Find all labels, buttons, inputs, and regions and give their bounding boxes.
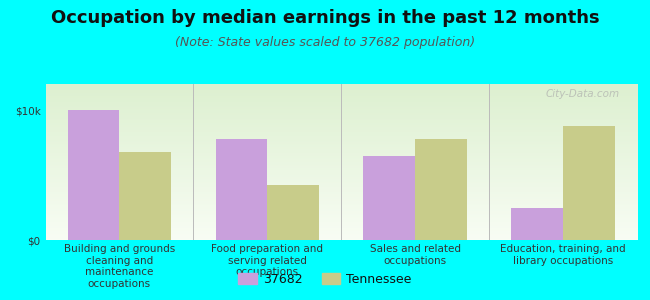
Bar (216, 139, 267, 240)
Text: Occupation by median earnings in the past 12 months: Occupation by median earnings in the pas… (51, 9, 599, 27)
Bar (363, 155, 415, 240)
Legend: 37682, Tennessee: 37682, Tennessee (233, 268, 417, 291)
Bar (267, 185, 319, 240)
Bar (563, 126, 615, 240)
Bar (415, 139, 467, 240)
Bar (68, 110, 120, 240)
Text: City-Data.com: City-Data.com (545, 89, 619, 99)
Bar (120, 152, 171, 240)
Text: (Note: State values scaled to 37682 population): (Note: State values scaled to 37682 popu… (175, 36, 475, 49)
Bar (512, 208, 563, 240)
